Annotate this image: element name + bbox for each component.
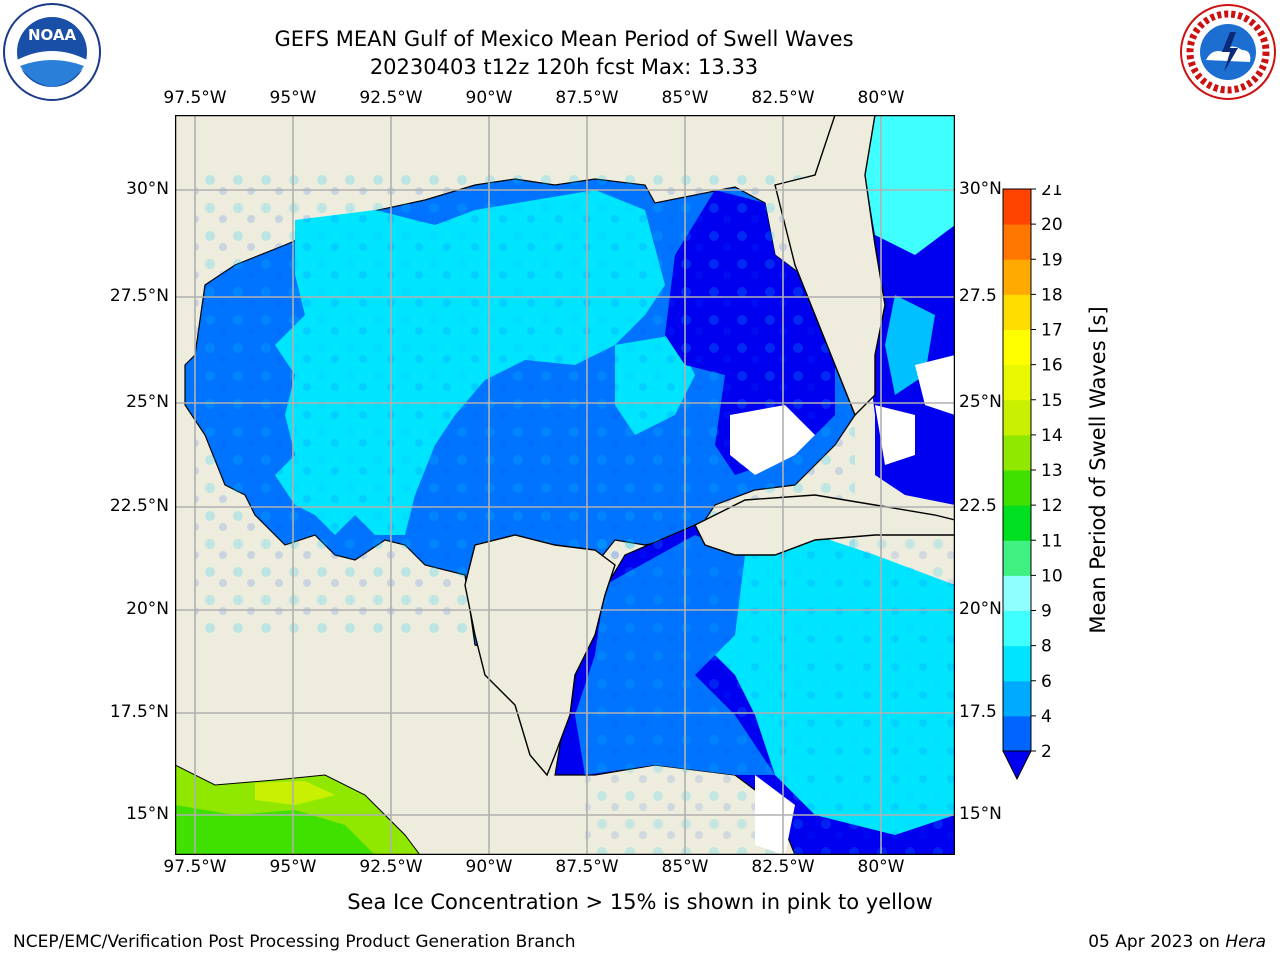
colorbar-tick-label: 10 xyxy=(1041,566,1063,586)
lat-label-left: 30°N xyxy=(126,179,169,199)
colorbar-tick-label: 2 xyxy=(1041,742,1052,762)
colorbar-segment xyxy=(1003,470,1031,506)
colorbar-segment xyxy=(1003,259,1031,295)
lat-label-left: 27.5°N xyxy=(109,286,169,306)
colorbar-tick-label: 15 xyxy=(1041,391,1063,411)
lon-label-top: 95°W xyxy=(269,88,317,108)
colorbar-tick-label: 20 xyxy=(1041,215,1063,235)
sea-ice-note: Sea Ice Concentration > 15% is shown in … xyxy=(347,890,933,914)
colorbar-tick-label: 6 xyxy=(1041,672,1052,692)
colorbar-label: Mean Period of Swell Waves [s] xyxy=(1086,306,1110,634)
lon-label-bottom: 87.5°W xyxy=(555,857,619,877)
lon-label-bottom: 95°W xyxy=(269,857,317,877)
colorbar-segment xyxy=(1003,329,1031,366)
colorbar-tick-label: 12 xyxy=(1041,496,1063,516)
colorbar-segment xyxy=(1003,189,1031,225)
colorbar-segment xyxy=(1003,610,1031,647)
lon-label-bottom: 97.5°W xyxy=(163,857,227,877)
nws-logo xyxy=(1180,4,1276,100)
colorbar-segment xyxy=(1003,540,1031,576)
chart-title: GEFS MEAN Gulf of Mexico Mean Period of … xyxy=(274,27,854,51)
lon-label-top: 90°W xyxy=(465,88,513,108)
colorbar-segment xyxy=(1003,294,1031,330)
colorbar-segment xyxy=(1003,645,1031,682)
lon-label-top: 85°W xyxy=(661,88,709,108)
lat-label-left: 22.5°N xyxy=(109,496,169,516)
colorbar-segment xyxy=(1003,364,1031,401)
credit-line: NCEP/EMC/Verification Post Processing Pr… xyxy=(13,932,576,952)
lat-label-right: 20°N xyxy=(959,599,1002,619)
colorbar-segment xyxy=(1003,224,1031,260)
colorbar-tick-label: 9 xyxy=(1041,602,1052,622)
yucatan-peninsula xyxy=(464,534,616,777)
lat-label-left: 15°N xyxy=(126,804,169,824)
colorbar-tick-label: 21 xyxy=(1041,185,1063,200)
lon-label-top: 80°W xyxy=(857,88,905,108)
cuba-island xyxy=(694,494,955,556)
colorbar-segment xyxy=(1003,505,1031,541)
colorbar-tick-label: 13 xyxy=(1041,461,1063,481)
chart-subtitle: 20230403 t12z 120h fcst Max: 13.33 xyxy=(369,55,759,79)
map-panel xyxy=(175,115,955,855)
lon-label-top: 92.5°W xyxy=(359,88,423,108)
lat-label-right: 27.5 xyxy=(959,286,997,306)
noaa-logo: NOAA xyxy=(3,3,101,101)
graticule xyxy=(175,115,955,855)
colorbar-tick-label: 11 xyxy=(1041,531,1063,551)
colorbar-segment xyxy=(1003,399,1031,436)
lon-label-top: 82.5°W xyxy=(751,88,815,108)
colorbar: 2 4 6 8 9 10 11 12 13 14 15 16 17 18 19 20 21 xyxy=(1002,185,1063,781)
lon-label-top: 87.5°W xyxy=(555,88,619,108)
colorbar-segment xyxy=(1003,575,1031,611)
lat-label-left: 25°N xyxy=(126,392,169,412)
colorbar-tick-label: 4 xyxy=(1041,707,1052,727)
colorbar-segment xyxy=(1003,434,1031,471)
colorbar-segment xyxy=(1003,680,1031,717)
lon-label-bottom: 92.5°W xyxy=(359,857,423,877)
pacific-field xyxy=(175,764,421,855)
lat-label-right: 25°N xyxy=(959,392,1002,412)
host-name: Hera xyxy=(1225,932,1266,952)
svg-text:NOAA: NOAA xyxy=(28,26,77,44)
lat-label-right: 15°N xyxy=(959,804,1002,824)
lon-label-bottom: 82.5°W xyxy=(751,857,815,877)
lat-label-left: 17.5°N xyxy=(109,702,169,722)
lat-label-right: 22.5 xyxy=(959,496,997,516)
colorbar-tick-label: 8 xyxy=(1041,637,1052,657)
run-date: 05 Apr 2023 on Hera xyxy=(1088,932,1266,952)
run-date-text: 05 Apr 2023 on xyxy=(1088,932,1226,952)
colorbar-segment xyxy=(1003,715,1031,752)
lon-label-bottom: 90°W xyxy=(465,857,513,877)
colorbar-tick-label: 17 xyxy=(1041,321,1063,341)
lon-label-bottom: 85°W xyxy=(661,857,709,877)
colorbar-tick-label: 18 xyxy=(1041,285,1063,305)
colorbar-tick-label: 16 xyxy=(1041,356,1063,376)
lon-label-top: 97.5°W xyxy=(163,88,227,108)
lon-label-bottom: 80°W xyxy=(857,857,905,877)
map-frame xyxy=(175,115,955,855)
lat-label-left: 20°N xyxy=(126,599,169,619)
lat-label-right: 17.5 xyxy=(959,702,997,722)
colorbar-tick-label: 19 xyxy=(1041,250,1063,270)
lat-label-right: 30°N xyxy=(959,179,1002,199)
colorbar-under-extension xyxy=(1002,750,1032,781)
colorbar-tick-label: 14 xyxy=(1041,426,1063,446)
